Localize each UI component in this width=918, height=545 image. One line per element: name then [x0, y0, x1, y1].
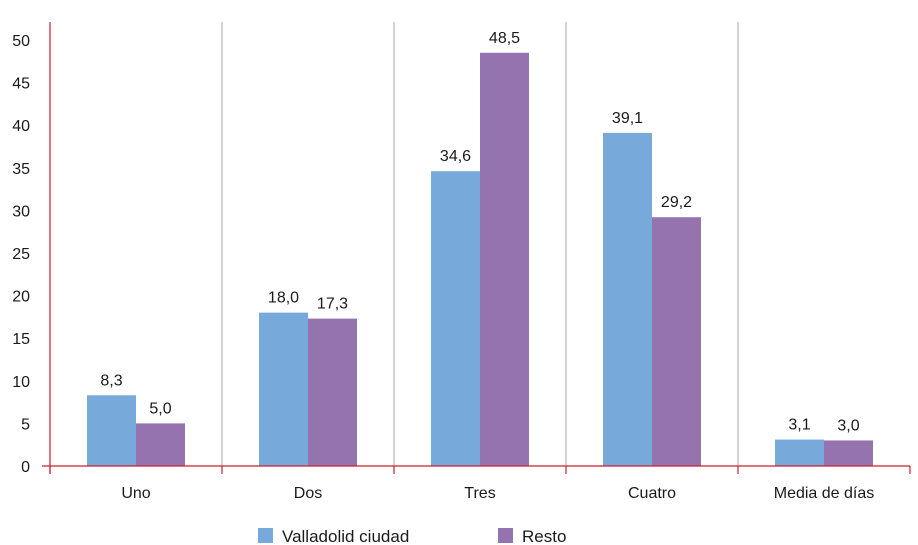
legend-swatch-resto [498, 528, 513, 543]
bar-resto-tres [480, 52, 529, 466]
y-ticks: 0 5 10 15 20 25 30 35 40 45 50 [12, 33, 30, 476]
legend-label-resto: Resto [522, 527, 566, 545]
y-tick-label-50: 50 [12, 33, 30, 50]
data-label-resto-tres: 48,5 [489, 30, 520, 47]
data-label-resto-cuatro: 29,2 [661, 194, 692, 211]
bar-resto-uno [136, 423, 185, 466]
y-axis: 0 5 10 15 20 25 30 35 40 45 50 [12, 22, 51, 476]
data-label-resto-dos: 17,3 [317, 296, 348, 313]
x-ticks: Uno Dos Tres Cuatro Media de días [49, 466, 911, 502]
bar-valladolid-ciudad-uno [87, 395, 136, 466]
x-tick-label-cuatro: Cuatro [628, 485, 676, 502]
legend-item-valladolid-ciudad: Valladolid ciudad [258, 527, 409, 545]
y-tick-label-5: 5 [21, 416, 30, 433]
data-labels: 8,3 5,0 18,0 17,3 34,6 48,5 39,1 29,2 3,1 3,0 [100, 30, 859, 435]
y-tick-label-45: 45 [12, 76, 30, 93]
bar-valladolid-ciudad-media-de-dias [775, 439, 824, 466]
y-tick-label-35: 35 [12, 161, 30, 178]
bar-resto-cuatro [652, 217, 701, 466]
y-tick-label-10: 10 [12, 374, 30, 391]
legend-swatch-valladolid-ciudad [258, 528, 273, 543]
y-tick-label-25: 25 [12, 246, 30, 263]
data-label-resto-media-de-dias: 3,0 [837, 417, 859, 434]
bars [87, 52, 873, 467]
data-label-valladolid-ciudad-dos: 18,0 [268, 290, 299, 307]
y-tick-label-20: 20 [12, 289, 30, 306]
y-tick-label-15: 15 [12, 331, 30, 348]
y-tick-label-40: 40 [12, 118, 30, 135]
data-label-valladolid-ciudad-tres: 34,6 [440, 148, 471, 165]
y-tick-label-30: 30 [12, 203, 30, 220]
legend-label-valladolid-ciudad: Valladolid ciudad [282, 527, 409, 545]
data-label-valladolid-ciudad-uno: 8,3 [100, 372, 122, 389]
x-tick-label-uno: Uno [121, 485, 150, 502]
y-tick-label-0: 0 [21, 459, 30, 476]
legend-item-resto: Resto [498, 527, 566, 545]
bar-resto-dos [308, 318, 357, 466]
data-label-valladolid-ciudad-media-de-dias: 3,1 [788, 417, 810, 434]
bar-valladolid-ciudad-dos [259, 312, 308, 466]
legend: Valladolid ciudad Resto [258, 527, 566, 545]
x-tick-label-tres: Tres [464, 485, 495, 502]
category-separators [221, 22, 739, 466]
x-tick-label-media-de-dias: Media de días [774, 485, 875, 502]
data-label-valladolid-ciudad-cuatro: 39,1 [612, 110, 643, 127]
bar-valladolid-ciudad-cuatro [603, 132, 652, 467]
data-label-resto-uno: 5,0 [149, 400, 171, 417]
bar-resto-media-de-dias [824, 440, 873, 466]
x-tick-label-dos: Dos [294, 485, 322, 502]
bar-valladolid-ciudad-tres [431, 171, 480, 466]
x-axis: Uno Dos Tres Cuatro Media de días [42, 465, 911, 502]
